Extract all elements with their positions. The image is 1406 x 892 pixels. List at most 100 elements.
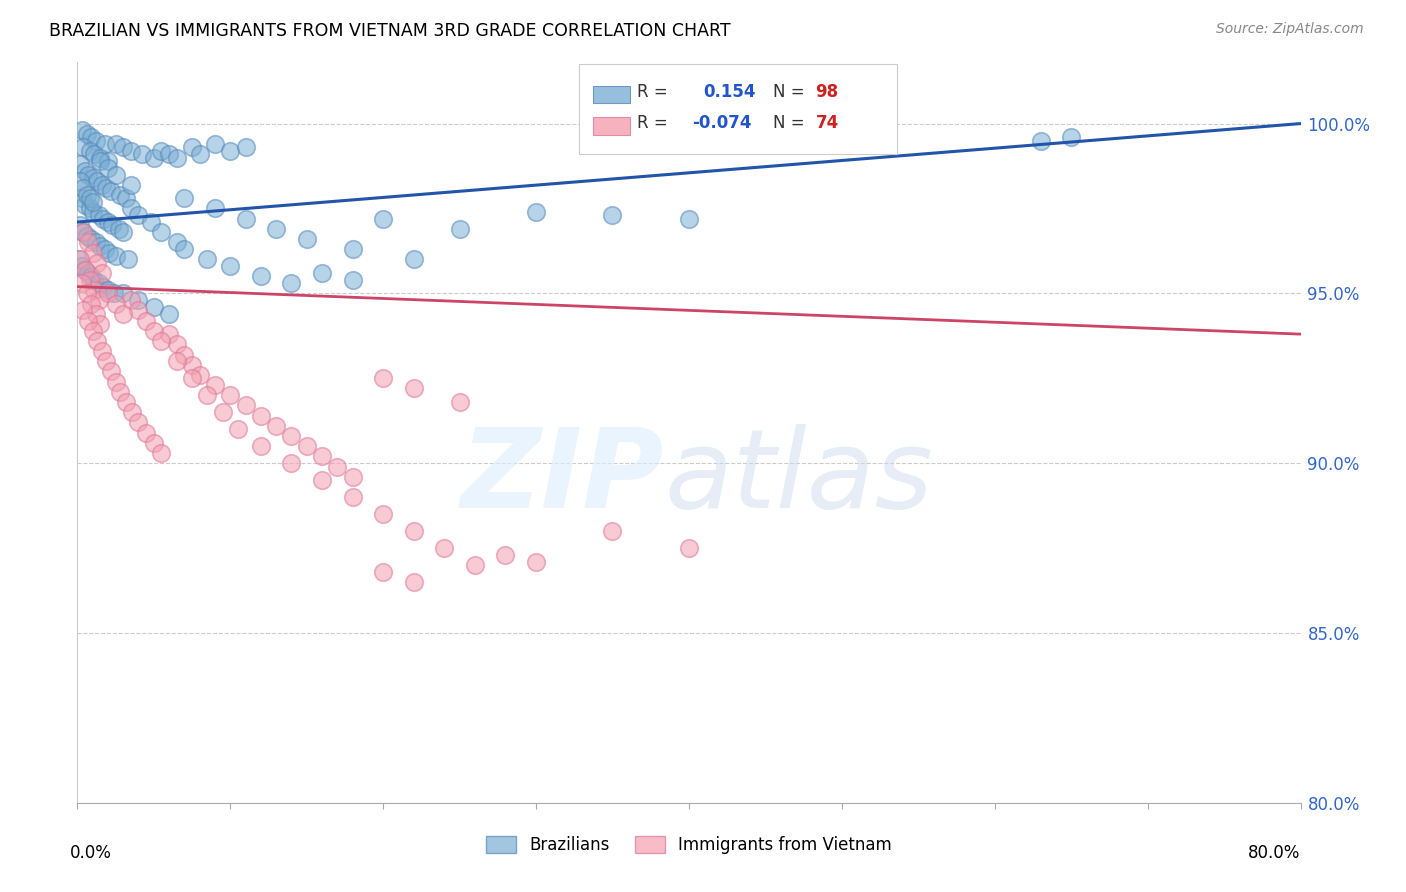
Point (77, 168, 100, 182)
Point (69, 174, 91, 188)
Point (326, 459, 349, 474)
Point (342, 242, 364, 256)
Point (84, 235, 107, 250)
Point (127, 303, 149, 318)
Point (82, 194, 104, 209)
Point (77, 266, 100, 280)
Point (495, 548, 517, 562)
Text: 0.154: 0.154 (703, 83, 755, 101)
Point (150, 144, 173, 158)
Point (80, 296, 103, 310)
Point (402, 524, 425, 538)
Point (73, 198, 96, 212)
Point (80, 130, 103, 145)
Point (235, 399, 257, 413)
Point (107, 222, 129, 236)
Point (280, 456, 302, 470)
Point (311, 266, 333, 280)
Point (104, 375, 127, 389)
Point (127, 293, 149, 308)
Point (150, 446, 173, 460)
Point (72, 225, 94, 239)
Point (181, 140, 204, 154)
Point (204, 378, 226, 392)
Text: atlas: atlas (665, 424, 934, 531)
Point (371, 507, 394, 521)
Point (87, 276, 110, 290)
Point (166, 151, 188, 165)
Point (342, 490, 364, 504)
Text: ZIP: ZIP (461, 424, 665, 531)
Point (87, 293, 110, 308)
Point (142, 435, 165, 450)
Point (91, 279, 114, 293)
Point (524, 205, 547, 219)
Point (115, 191, 138, 205)
Point (402, 575, 425, 590)
Point (80, 232, 103, 246)
Point (181, 371, 204, 385)
Point (82, 205, 104, 219)
Point (195, 388, 218, 402)
Point (104, 136, 127, 151)
Point (173, 347, 195, 361)
Point (100, 185, 122, 199)
Text: N =: N = (773, 114, 804, 132)
Point (101, 219, 124, 233)
Point (181, 358, 204, 372)
Point (142, 324, 165, 338)
Point (89, 153, 111, 168)
Point (94, 242, 117, 256)
Point (120, 202, 142, 216)
Point (127, 416, 149, 430)
Point (166, 337, 188, 351)
Point (1029, 134, 1052, 148)
Point (87, 208, 110, 222)
Point (91, 211, 114, 226)
Point (97, 153, 120, 168)
Text: 80.0%: 80.0% (1249, 844, 1301, 862)
Text: 74: 74 (815, 114, 839, 132)
Point (97, 161, 120, 175)
Point (112, 307, 135, 321)
Point (139, 215, 162, 229)
Point (117, 252, 139, 267)
Point (84, 307, 107, 321)
Point (219, 259, 242, 273)
Point (264, 222, 287, 236)
Point (112, 225, 135, 239)
Point (120, 144, 142, 158)
Point (602, 208, 624, 222)
Point (98, 245, 121, 260)
Point (678, 211, 700, 226)
Point (166, 354, 188, 368)
Point (173, 242, 195, 256)
Point (371, 211, 394, 226)
Point (73, 262, 96, 277)
Point (264, 418, 287, 433)
Point (135, 425, 157, 440)
Point (89, 239, 111, 253)
Point (76, 228, 98, 243)
Point (112, 140, 135, 154)
Point (104, 249, 127, 263)
Point (90, 266, 112, 280)
Point (1060, 130, 1083, 145)
Point (295, 439, 318, 453)
Point (80, 269, 103, 284)
Point (195, 252, 218, 267)
Point (142, 300, 165, 314)
Point (82, 170, 104, 185)
Point (150, 225, 173, 239)
Point (112, 286, 135, 301)
Point (108, 384, 131, 399)
Point (79, 273, 101, 287)
Point (250, 439, 273, 453)
Point (76, 286, 98, 301)
Point (127, 208, 149, 222)
Text: BRAZILIAN VS IMMIGRANTS FROM VIETNAM 3RD GRADE CORRELATION CHART: BRAZILIAN VS IMMIGRANTS FROM VIETNAM 3RD… (49, 22, 731, 40)
Point (280, 429, 302, 443)
Point (449, 395, 471, 409)
Point (135, 313, 157, 327)
Point (100, 364, 122, 378)
